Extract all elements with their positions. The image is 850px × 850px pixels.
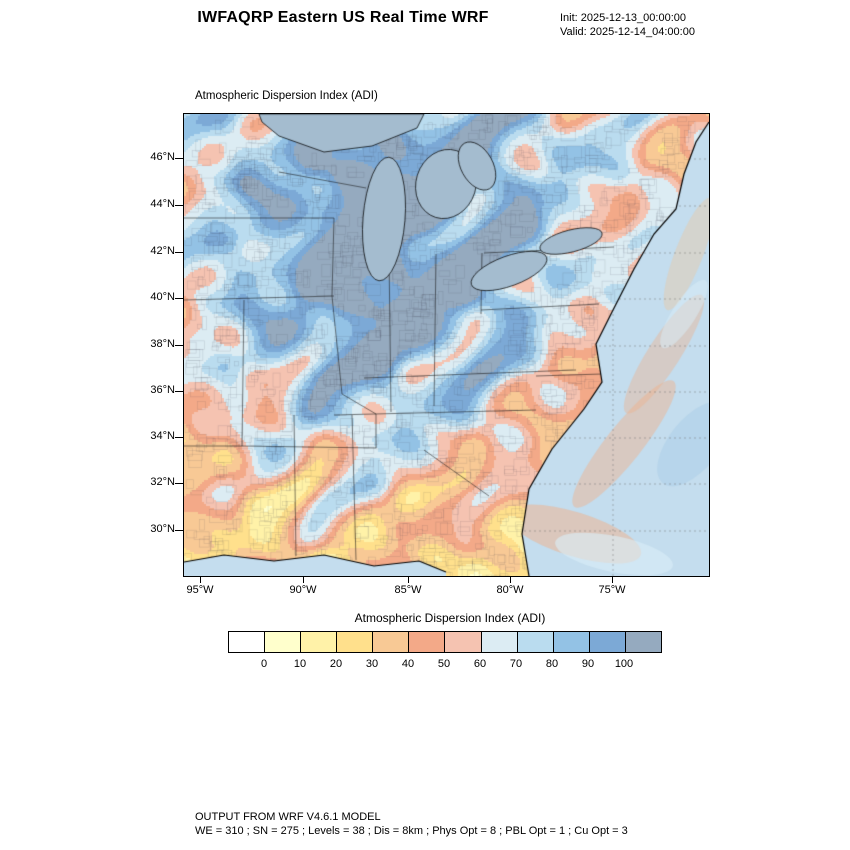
colorbar-tick-label: 70 (509, 658, 523, 670)
lon-tick-mark (612, 577, 613, 583)
colorbar-tick-label: 0 (260, 658, 268, 670)
colorbar-title: Atmospheric Dispersion Index (ADI) (354, 611, 546, 625)
lon-tick-mark (408, 577, 409, 583)
lat-tick-label: 36°N (150, 384, 175, 396)
lat-tick-label: 40°N (150, 291, 175, 303)
lon-tick-label: 75°W (598, 584, 626, 596)
colorbar-tick-label: 30 (365, 658, 379, 670)
footer-config-line: WE = 310 ; SN = 275 ; Levels = 38 ; Dis … (195, 825, 628, 837)
colorbar-cell (409, 632, 446, 652)
lon-tick-label: 90°W (289, 584, 317, 596)
lat-tick-label: 32°N (150, 476, 175, 488)
lat-tick-mark (175, 158, 183, 159)
colorbar-cell (553, 632, 590, 652)
colorbar-cell (373, 632, 410, 652)
colorbar-tick-label: 60 (473, 658, 487, 670)
lat-tick-label: 44°N (150, 198, 175, 210)
colorbar-cell (445, 632, 482, 652)
lat-tick-label: 46°N (150, 151, 175, 163)
lat-tick-mark (175, 205, 183, 206)
colorbar-cell (481, 632, 518, 652)
lat-tick-mark (175, 345, 183, 346)
lat-tick-label: 42°N (150, 245, 175, 257)
run-info: Init: 2025-12-13_00:00:00 Valid: 2025-12… (560, 11, 695, 39)
lat-tick-mark (175, 391, 183, 392)
init-time: Init: 2025-12-13_00:00:00 (560, 12, 686, 24)
lat-tick-mark (175, 483, 183, 484)
colorbar-tick-label: 10 (293, 658, 307, 670)
lon-tick-mark (510, 577, 511, 583)
page-title: IWFAQRP Eastern US Real Time WRF (197, 9, 489, 26)
lat-tick-mark (175, 437, 183, 438)
valid-time: Valid: 2025-12-14_04:00:00 (560, 26, 695, 38)
lon-tick-mark (303, 577, 304, 583)
lat-tick-label: 30°N (150, 523, 175, 535)
footer: OUTPUT FROM WRF V4.6.1 MODEL WE = 310 ; … (195, 810, 628, 838)
colorbar-cell (265, 632, 302, 652)
colorbar-cell (625, 632, 661, 652)
colorbar-tick-label: 80 (545, 658, 559, 670)
colorbar-tick-label: 50 (437, 658, 451, 670)
colorbar-cell (301, 632, 338, 652)
lat-tick-label: 34°N (150, 430, 175, 442)
adi-field-map-canvas (184, 114, 709, 576)
colorbar-cell (589, 632, 626, 652)
colorbar-tick-label: 100 (614, 658, 634, 670)
lon-tick-label: 95°W (186, 584, 214, 596)
lat-tick-mark (175, 530, 183, 531)
lat-tick-mark (175, 298, 183, 299)
map-panel-title: Atmospheric Dispersion Index (ADI) (195, 90, 378, 102)
lon-tick-label: 85°W (394, 584, 422, 596)
colorbar-tick-label: 20 (329, 658, 343, 670)
footer-model-line: OUTPUT FROM WRF V4.6.1 MODEL (195, 811, 381, 823)
colorbar (228, 631, 662, 653)
lat-tick-mark (175, 252, 183, 253)
lon-tick-label: 80°W (496, 584, 524, 596)
colorbar-tick-label: 40 (401, 658, 415, 670)
colorbar-cell (337, 632, 374, 652)
lat-tick-label: 38°N (150, 338, 175, 350)
lon-tick-mark (200, 577, 201, 583)
colorbar-cell (517, 632, 554, 652)
colorbar-tick-label: 90 (581, 658, 595, 670)
colorbar-cell (229, 632, 266, 652)
map-frame (183, 113, 710, 577)
